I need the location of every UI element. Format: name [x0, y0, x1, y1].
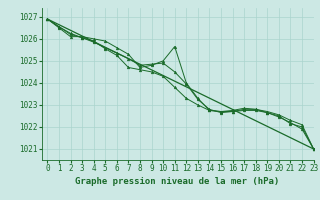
- X-axis label: Graphe pression niveau de la mer (hPa): Graphe pression niveau de la mer (hPa): [76, 177, 280, 186]
